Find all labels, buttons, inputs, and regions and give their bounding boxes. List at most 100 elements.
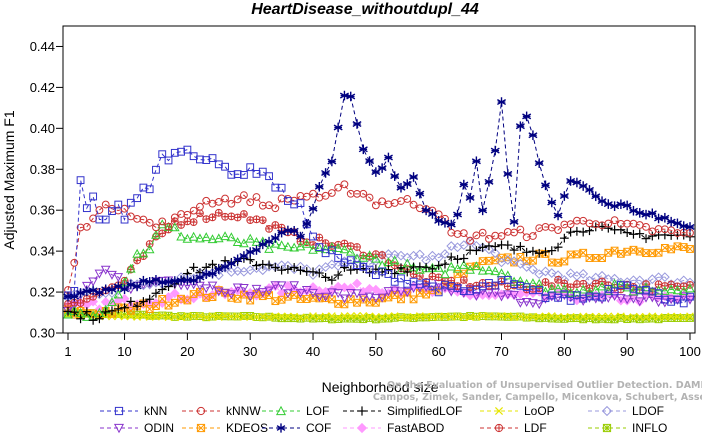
data-point: [510, 280, 518, 288]
data-point: [201, 232, 212, 242]
data-point: [472, 231, 481, 240]
data-point: [277, 183, 286, 192]
data-point: [578, 227, 588, 237]
data-point: [566, 296, 575, 305]
data-point: [226, 290, 237, 300]
data-point: [113, 304, 123, 314]
data-point: [151, 275, 161, 285]
data-point: [673, 314, 682, 322]
data-point: [264, 236, 274, 247]
data-point: [433, 262, 444, 272]
data-point: [471, 246, 481, 255]
data-point: [522, 111, 532, 122]
data-point: [233, 294, 242, 303]
data-point: [502, 270, 513, 280]
data-point: [283, 289, 293, 299]
data-point: [635, 229, 645, 239]
data-point: [516, 281, 525, 290]
data-point: [233, 170, 242, 178]
data-point: [515, 258, 526, 269]
data-point: [208, 312, 217, 320]
data-point: [597, 295, 607, 305]
data-point: [164, 156, 173, 165]
data-point: [529, 286, 537, 295]
data-point: [415, 280, 424, 289]
data-point: [409, 312, 418, 321]
data-point: [547, 258, 556, 267]
data-point: [503, 240, 513, 250]
data-point: [654, 289, 663, 298]
data-point: [315, 313, 324, 322]
legend-marker: [357, 406, 367, 416]
data-point: [76, 299, 85, 307]
data-point: [107, 284, 117, 295]
data-point: [490, 266, 501, 276]
data-point: [528, 264, 538, 275]
data-point: [566, 220, 575, 229]
data-point: [673, 242, 682, 251]
data-point: [233, 213, 242, 222]
data-point: [560, 290, 569, 299]
data-point: [484, 241, 494, 251]
data-point: [296, 314, 305, 323]
data-point: [642, 313, 650, 321]
data-point: [152, 165, 160, 174]
data-point: [610, 246, 619, 255]
data-point: [202, 156, 211, 164]
data-point: [340, 312, 349, 320]
data-point: [560, 220, 569, 229]
data-point: [372, 312, 380, 321]
data-point: [466, 312, 475, 320]
data-point: [540, 266, 551, 277]
data-point: [509, 256, 519, 267]
data-point: [502, 290, 513, 300]
data-point: [196, 155, 204, 164]
data-point: [264, 243, 274, 253]
data-point: [139, 215, 148, 224]
data-point: [667, 226, 676, 235]
data-point: [177, 313, 185, 322]
data-point: [409, 277, 418, 286]
data-point: [201, 284, 212, 294]
x-tick-label: 100: [679, 344, 701, 359]
legend-label: LDF: [524, 421, 547, 434]
data-point: [673, 229, 682, 237]
data-point: [673, 312, 682, 321]
data-point: [572, 287, 582, 297]
data-point: [290, 291, 299, 299]
data-point: [63, 307, 73, 316]
data-point: [466, 287, 475, 296]
data-point: [189, 206, 198, 215]
data-point: [295, 231, 305, 242]
data-point: [659, 272, 670, 283]
data-point: [144, 244, 155, 254]
data-point: [648, 312, 657, 321]
data-point: [69, 307, 79, 317]
data-point: [340, 263, 349, 272]
data-point: [353, 243, 361, 251]
data-point: [359, 312, 368, 320]
data-point: [308, 288, 318, 298]
data-point: [340, 258, 349, 267]
data-point: [270, 281, 281, 291]
data-point: [221, 212, 229, 221]
data-point: [603, 223, 613, 233]
data-point: [585, 254, 594, 262]
data-point: [295, 241, 306, 251]
data-point: [402, 288, 413, 298]
data-point: [415, 313, 424, 322]
data-point: [182, 233, 193, 243]
data-point: [384, 270, 393, 278]
data-point: [458, 240, 469, 251]
data-point: [604, 248, 613, 257]
data-point: [195, 233, 205, 243]
data-point: [226, 232, 237, 242]
legend-marker: [601, 405, 613, 417]
data-point: [622, 282, 633, 292]
data-point: [667, 312, 675, 321]
data-point: [477, 286, 488, 296]
y-tick-label: 0.44: [30, 39, 55, 54]
data-point: [534, 158, 544, 168]
data-point: [554, 275, 562, 284]
